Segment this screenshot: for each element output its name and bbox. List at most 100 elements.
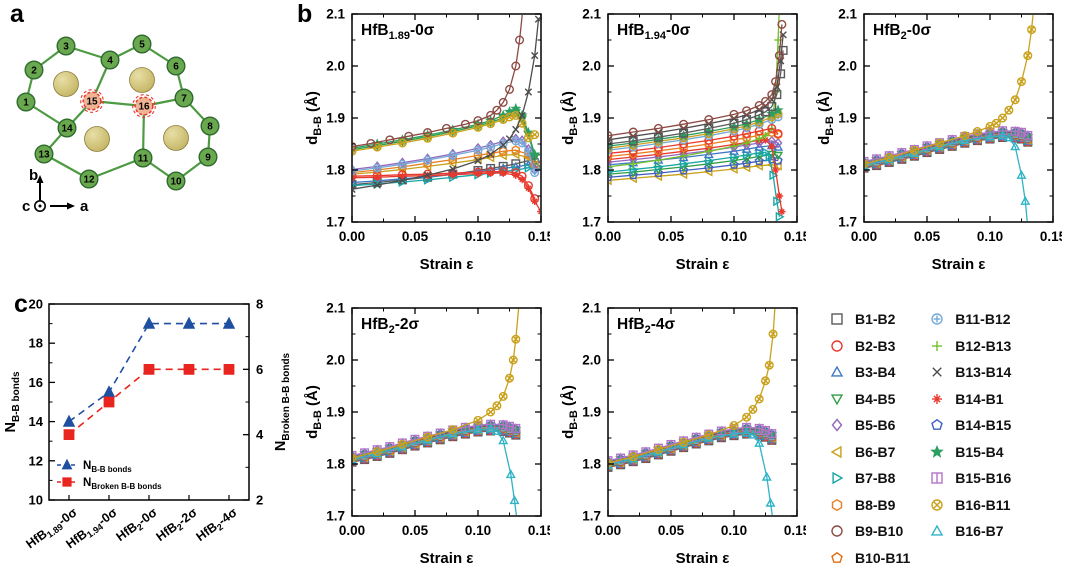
legend-marker-tri-up [830,365,844,377]
svg-text:1.7: 1.7 [582,509,601,524]
series-B16-B11 [609,309,778,468]
axis-ticks: 1.7 1.8 1.9 2.0 2.1 0.00 0.05 0.10 0.15 [326,301,554,539]
right-axis-label: NBroken B-B bonds [273,352,292,451]
atom-number: 15 [86,97,98,108]
b-atom [174,88,194,108]
strain-chart-HfB2-4sigma: 1.7 1.8 1.9 2.0 2.1 0.00 0.05 0.10 0.15 HfB2-4σ dB… [556,296,811,577]
svg-text:0.15: 0.15 [784,229,806,244]
atom-number: 16 [138,102,150,113]
svg-text:16: 16 [29,375,43,390]
atom-number: 6 [173,62,179,73]
legend-item-B15-B16: B15-B16 [926,465,1011,492]
svg-text:0.15: 0.15 [528,229,550,244]
atom-number: 5 [139,40,145,51]
legend-marker-star [930,444,945,458]
svg-text:1.9: 1.9 [582,405,601,420]
arrow-up [36,175,44,183]
x-axis-label: Strain ε [676,256,730,273]
legend-label: B10-B11 [855,549,911,566]
y-axis-label: dB-B (Å) [304,91,324,145]
legend-marker-tri-down [830,394,844,406]
series-B14-B15 [609,154,783,182]
b-atom-highlighted [82,91,102,111]
axis-ticks: 1.7 1.8 1.9 2.0 2.1 0.00 0.05 0.10 0.15 [582,7,810,245]
lattice-structure-diagram: 1 2 3 4 5 6 7 8 9 10 11 12 13 14 15 16 b c a [4,24,244,234]
series-area [609,309,778,515]
svg-text:0.05: 0.05 [658,229,685,244]
strain-chart-HfB1.89-0sigma: 1.7 1.8 1.9 2.0 2.1 0.00 0.05 0.10 0.15 HfB1.89-0… [300,2,555,283]
b-atom [198,147,218,167]
chart-title: HfB1.94-0σ [617,22,691,42]
legend-label: B8-B9 [855,496,896,513]
plot-frame [607,307,798,517]
b-atom [200,116,220,136]
legend-label: B12-B13 [955,337,1012,354]
svg-text:2.1: 2.1 [326,7,345,22]
svg-text:1.9: 1.9 [326,405,345,420]
strain-chart-HfB1.94-0sigma: 1.7 1.8 1.9 2.0 2.1 0.00 0.05 0.10 0.15 HfB1.94-0… [556,2,811,283]
hf-atom [84,126,110,152]
legend-marker-diamond [831,418,843,432]
bond-legend: B1-B2 B2-B3 B3-B4 B4-B5 B5-B6 B6-B7 B7-B8 B8-B9… [826,306,1011,571]
svg-text:2.1: 2.1 [582,301,601,316]
svg-text:0.15: 0.15 [528,523,550,538]
plot-frame [351,307,542,517]
b-atom [24,60,44,80]
legend-label: B15-B16 [955,470,1012,487]
axis-indicator: bc a [22,167,89,215]
strain-chart-HfB2-2sigma: 1.7 1.8 1.9 2.0 2.1 0.00 0.05 0.10 0.15 HfB2-2σ dB… [300,296,555,577]
bond-B11-B12 [88,156,144,181]
svg-text:2.1: 2.1 [838,7,857,22]
svg-text:2.0: 2.0 [326,353,345,368]
c-axis-out-of-plane-icon [33,200,46,213]
y-axis-label: dB-B (Å) [816,91,836,145]
svg-text:1.7: 1.7 [326,509,345,524]
svg-text:0.10: 0.10 [465,523,491,538]
legend-label: B2-B3 [855,337,896,354]
svg-text:2.1: 2.1 [326,301,345,316]
svg-text:4: 4 [256,427,264,442]
legend-marker-tri-left [830,445,842,458]
legend-label: B9-B10 [855,523,904,540]
svg-text:0.00: 0.00 [595,229,621,244]
y-axis-label: dB-B (Å) [560,385,580,439]
legend-item-B16-B7: B16-B7 [926,518,1011,545]
legend-label: B4-B5 [855,390,896,407]
legend-item-B15-B4: B15-B4 [926,439,1011,466]
svg-text:0.05: 0.05 [914,229,941,244]
svg-text:0.05: 0.05 [658,523,685,538]
series-area [353,15,540,215]
svg-text:1.7: 1.7 [326,215,345,230]
atom-number: 9 [205,153,211,164]
svg-text:2.1: 2.1 [582,7,601,22]
atom-number: 1 [23,98,29,109]
legend-marker-pentagon [831,551,843,563]
inplot-legend-item: NBroken B-B bonds [57,477,162,491]
hf-atom [163,125,189,151]
legend-item-B6-B7: B6-B7 [826,439,910,466]
series-area [353,309,522,515]
series-B7-B8 [609,147,785,221]
svg-text:1.8: 1.8 [838,163,857,178]
svg-text:2.0: 2.0 [326,59,345,74]
legend-label: B1-B2 [855,311,896,328]
svg-text:0.15: 0.15 [1040,229,1062,244]
legend-label: B5-B6 [855,417,896,434]
svg-text:0.10: 0.10 [465,229,491,244]
legend-marker-circle [831,525,843,537]
legend-marker-x [932,367,943,378]
legend-label: B16-B11 [955,496,1011,513]
b-atom [56,36,76,56]
legend-marker-square [831,313,843,325]
legend-item-B8-B9: B8-B9 [826,492,910,519]
x-axis-label: Strain ε [420,256,474,273]
legend-marker-circle-plus [931,313,943,325]
legend-item-B11-B12: B11-B12 [926,306,1011,333]
svg-text:2.0: 2.0 [838,59,857,74]
chart-title: HfB2-0σ [873,22,931,42]
b-atom [16,92,36,112]
x-axis-label: Strain ε [676,550,730,567]
axis-ticks: 1.7 1.8 1.9 2.0 2.1 0.00 0.05 0.10 0.15 [838,7,1066,245]
